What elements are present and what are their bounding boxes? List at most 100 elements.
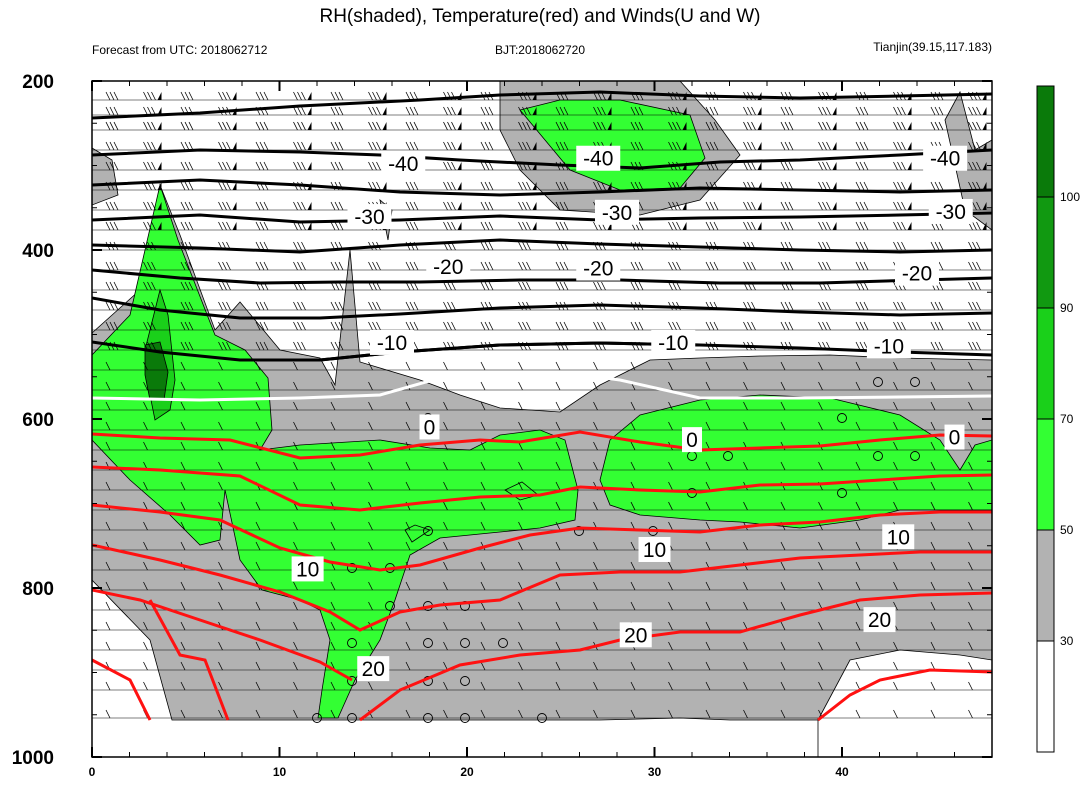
wind-barb <box>518 561 523 571</box>
wind-barb <box>630 709 636 719</box>
wind-barb <box>222 201 227 211</box>
wind-barb <box>368 601 373 611</box>
wind-barb <box>405 106 411 116</box>
wind-barb <box>443 201 448 211</box>
wind-barb <box>143 321 148 331</box>
wind-barb <box>180 201 186 211</box>
wind-barb <box>593 601 598 611</box>
wind-barb <box>638 201 644 211</box>
wind-barb <box>293 461 298 471</box>
temp-label-box <box>426 253 471 279</box>
wind-barb <box>180 261 186 271</box>
y-tick-label: 600 <box>22 410 54 431</box>
wind-barb <box>188 341 194 351</box>
wind-barb <box>293 341 298 351</box>
wind-barb <box>563 121 569 131</box>
wind-barb <box>443 106 448 116</box>
wind-barb <box>518 361 523 371</box>
wind-barb <box>822 121 827 131</box>
wind-barb <box>218 221 223 231</box>
wind-barb <box>480 121 486 131</box>
temp-label: 20 <box>362 658 385 681</box>
wind-pennant <box>682 222 687 230</box>
wind-barb <box>218 361 223 371</box>
wind-barb <box>255 301 261 311</box>
wind-barb <box>218 441 223 451</box>
wind-barb <box>180 91 186 101</box>
wind-barb <box>330 91 336 101</box>
wind-barb <box>822 181 827 191</box>
wind-barb <box>713 201 719 211</box>
wind-pennant <box>457 202 462 210</box>
wind-barb <box>330 601 336 611</box>
wind-barb <box>780 621 786 631</box>
wind-pennant <box>232 182 237 190</box>
wind-barb <box>818 641 823 651</box>
wind-pennant <box>982 182 987 190</box>
wind-barb <box>555 581 561 591</box>
wind-barb <box>405 581 411 591</box>
wind-barb <box>113 261 119 271</box>
wind-barb <box>968 601 973 611</box>
wind-barb <box>855 161 861 171</box>
temp-label: -20 <box>433 256 463 279</box>
wind-barb <box>263 261 269 271</box>
wind-barb <box>668 501 673 511</box>
wind-barb <box>968 321 973 331</box>
vertical-motion-circle <box>873 451 883 461</box>
wind-barb <box>863 181 869 191</box>
wind-barb <box>151 201 156 211</box>
wind-barb <box>226 181 231 191</box>
wind-barb <box>668 106 673 116</box>
wind-barb <box>368 421 373 431</box>
wind-barb <box>372 161 377 171</box>
wind-barb <box>788 321 794 331</box>
wind-barb <box>113 221 119 231</box>
temp-label-box <box>576 145 621 171</box>
wind-barb <box>105 121 111 131</box>
wind-barb <box>784 106 790 116</box>
wind-barb <box>368 461 373 471</box>
wind-barb <box>672 121 677 131</box>
wind-barb <box>255 521 261 531</box>
wind-barb <box>676 106 681 116</box>
wind-barb <box>255 341 261 351</box>
wind-barb <box>818 181 823 191</box>
wind-barb <box>593 681 598 691</box>
wind-barb <box>184 301 190 311</box>
wind-barb <box>555 709 561 719</box>
wind-barb <box>368 541 373 551</box>
wind-barb <box>863 106 869 116</box>
temp-label-box <box>357 656 390 682</box>
wind-barb <box>330 461 336 471</box>
wind-barb <box>143 421 148 431</box>
wind-barb <box>743 421 748 431</box>
wind-barb <box>330 641 336 651</box>
wind-barb <box>255 421 261 431</box>
wind-pennant <box>982 222 987 230</box>
wind-barb <box>105 421 111 431</box>
wind-barb <box>293 241 298 251</box>
wind-barb <box>180 361 186 371</box>
wind-barb <box>368 91 373 101</box>
wind-barb <box>484 241 490 251</box>
wind-barb <box>638 221 644 231</box>
wind-barb <box>555 221 561 231</box>
wind-barb <box>901 161 906 171</box>
wind-barb <box>555 481 561 491</box>
wind-barb <box>188 201 194 211</box>
wind-barb <box>443 541 448 551</box>
wind-barb <box>293 141 298 151</box>
wind-barb <box>180 461 186 471</box>
wind-barb <box>334 161 340 171</box>
wind-barb <box>409 201 415 211</box>
wind-barb <box>180 621 186 631</box>
wind-barb <box>105 381 111 391</box>
wind-barb <box>676 261 681 271</box>
wind-pennant <box>532 142 537 150</box>
wind-barb <box>780 501 786 511</box>
wind-barb <box>826 181 831 191</box>
wind-barb <box>930 541 936 551</box>
vertical-motion-circle <box>423 526 433 536</box>
wind-barb <box>855 401 861 411</box>
